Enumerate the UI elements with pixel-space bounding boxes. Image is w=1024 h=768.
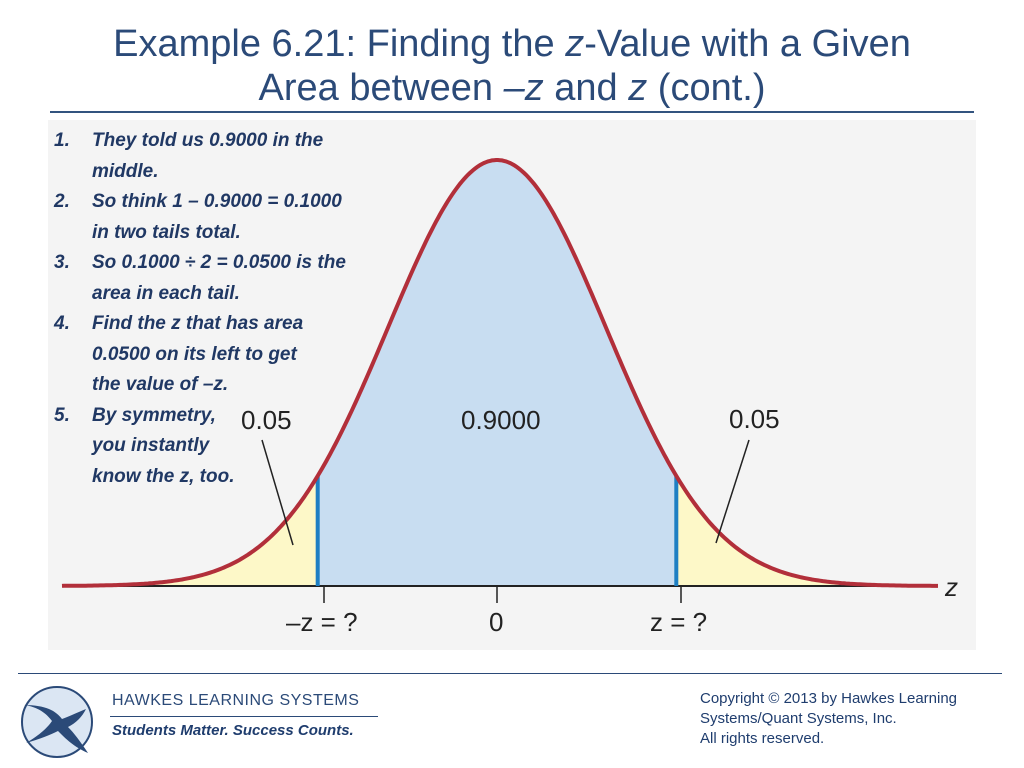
title-divider xyxy=(50,111,974,113)
step-text: So think 1 – 0.9000 = 0.1000 in two tail… xyxy=(92,191,342,243)
company-divider xyxy=(110,716,378,717)
right-tail-pointer xyxy=(715,439,750,544)
neg-z-tick-label: –z = ? xyxy=(286,607,358,637)
step-item: 1. They told us 0.9000 in the middle. xyxy=(48,126,408,187)
steps-list: 1. They told us 0.9000 in the middle. 2. S… xyxy=(48,126,408,492)
title-text: Area between xyxy=(258,67,504,109)
tagline: Students Matter. Success Counts. xyxy=(112,722,354,739)
left-tail-pointer xyxy=(261,439,294,546)
title-text: Example 6.21: Finding the xyxy=(113,23,566,65)
step-number: 2. xyxy=(54,191,70,212)
page-title: Example 6.21: Finding the z-Value with a… xyxy=(0,22,1024,110)
step-number: 5. xyxy=(54,404,70,426)
step-item: 5. By symmetry, you instantly know the z,… xyxy=(48,401,408,493)
title-negz: –z xyxy=(503,67,544,109)
step-item: 4. Find the z that has area 0.0500 on its… xyxy=(48,309,408,401)
footer-divider xyxy=(18,673,1002,674)
step-item: 3. So 0.1000 ÷ 2 = 0.0500 is the area in … xyxy=(48,248,408,309)
title-z: z xyxy=(628,67,648,109)
right-tail-area xyxy=(676,475,938,586)
title-text: and xyxy=(543,67,629,109)
company-name: HAWKES LEARNING SYSTEMS xyxy=(112,692,360,709)
step-number: 3. xyxy=(54,252,70,273)
step-number: 1. xyxy=(54,130,70,151)
title-line-2: Area between –z and z (cont.) xyxy=(0,66,1024,110)
step-text: They told us 0.9000 in the middle. xyxy=(92,130,324,182)
zero-tick-label: 0 xyxy=(489,607,504,637)
title-z: z xyxy=(565,23,585,65)
step-text: So 0.1000 ÷ 2 = 0.0500 is the area in ea… xyxy=(92,252,346,304)
left-tail-label: 0.05 xyxy=(241,405,292,435)
step-text: Find the z that has area 0.0500 on its l… xyxy=(92,313,304,395)
hawk-logo-icon xyxy=(21,686,93,758)
copyright-notice: Copyright © 2013 by Hawkes Learning Syst… xyxy=(700,690,958,747)
title-line-1: Example 6.21: Finding the z-Value with a… xyxy=(0,22,1024,66)
center-area-label: 0.9000 xyxy=(461,405,541,435)
step-item: 2. So think 1 – 0.9000 = 0.1000 in two ta… xyxy=(48,187,408,248)
left-tail-area xyxy=(62,478,318,586)
title-text: -Value with a Given xyxy=(584,23,911,65)
pos-z-tick-label: z = ? xyxy=(650,607,708,637)
right-tail-label: 0.05 xyxy=(729,404,780,434)
normal-curve xyxy=(61,158,938,588)
axis-label: z xyxy=(945,572,958,602)
step-number: 4. xyxy=(54,313,70,334)
step-text: By symmetry, you instantly know the z, t… xyxy=(92,404,235,487)
center-area xyxy=(317,160,677,586)
title-text: (cont.) xyxy=(647,67,766,109)
